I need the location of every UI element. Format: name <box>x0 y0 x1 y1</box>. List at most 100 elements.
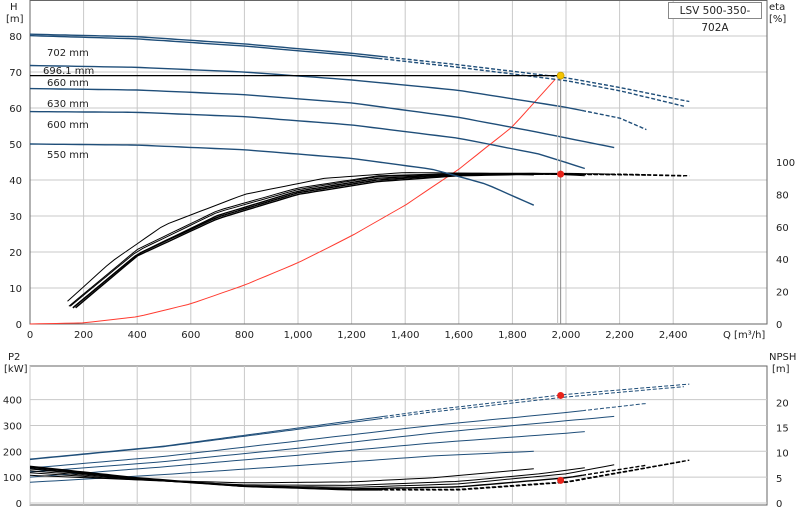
head-curve-0-dashed <box>383 56 690 103</box>
y-axis-label-power: P2 <box>8 352 20 363</box>
head-curve-6-solid <box>29 143 535 206</box>
diameter-label: 702 mm <box>47 48 89 59</box>
y-tick-label-power: 400 <box>3 396 22 407</box>
npsh-curve-2-dashed <box>582 464 647 476</box>
model-label: LSV 500-350-702A <box>668 2 762 34</box>
power-curve-2 <box>29 403 647 469</box>
power-curve-1 <box>29 386 684 461</box>
duty-point-head <box>556 71 565 80</box>
head-curve-1-dashed <box>378 57 685 107</box>
x-tick-label: 2,400 <box>659 330 688 341</box>
duty-point-efficiency <box>557 170 565 178</box>
head-curve-1-solid <box>29 34 379 60</box>
y-tick-label-power: 100 <box>3 473 22 484</box>
power-curve-1-dashed <box>378 386 684 420</box>
y-tick-label-eta: 80 <box>776 190 789 201</box>
duty-point-npsh <box>557 476 565 484</box>
y-tick-label-head: 80 <box>9 32 22 43</box>
power-curve-0 <box>29 383 690 460</box>
head-curve-4-solid <box>29 87 615 149</box>
bottom-grid <box>29 366 767 505</box>
y-tick-label-npsh: 5 <box>776 474 782 485</box>
x-tick-label: 2,000 <box>552 330 581 341</box>
y-tick-label-npsh: 20 <box>776 398 789 409</box>
y-tick-label-power: 300 <box>3 421 22 432</box>
diameter-label: 550 mm <box>47 150 89 161</box>
y-axis-label-npsh: NPSH <box>769 352 796 363</box>
npsh-curve-1-dashed <box>378 460 685 491</box>
y-tick-label-power: 200 <box>3 447 22 458</box>
y-tick-label-npsh: 0 <box>776 499 782 510</box>
npsh-curve-2 <box>29 464 647 490</box>
top-frame <box>29 0 768 325</box>
npsh-curve-5 <box>29 468 534 484</box>
diameter-label: 630 mm <box>47 99 89 110</box>
y-tick-label-eta: 20 <box>776 288 789 299</box>
y-tick-label-head: 10 <box>9 284 22 295</box>
system-curve <box>29 78 556 325</box>
y-axis-unit-head: [m] <box>6 14 24 25</box>
y-tick-label-power: 0 <box>16 499 22 510</box>
npsh-curve-5-solid <box>29 468 534 484</box>
y-axis-label-head: H <box>10 2 18 13</box>
head-curve-0-solid <box>29 33 384 58</box>
power-curve-2-solid <box>29 410 583 469</box>
efficiency-curve-3 <box>69 172 615 307</box>
x-tick-label: 2,200 <box>605 330 634 341</box>
power-curve-0-solid <box>29 415 384 460</box>
x-tick-label: 1,800 <box>498 330 527 341</box>
y-tick-label-head: 30 <box>9 212 22 223</box>
efficiency-curve-5-solid <box>67 172 534 302</box>
diameter-label: 660 mm <box>47 78 89 89</box>
efficiency-curve-0-solid <box>75 173 540 309</box>
y-tick-label-head: 50 <box>9 140 22 151</box>
x-tick-label: 1,600 <box>444 330 473 341</box>
head-curve-2 <box>29 64 647 131</box>
head-curve-1 <box>29 34 685 107</box>
y-tick-label-eta: 40 <box>776 255 789 266</box>
y-tick-label-head: 0 <box>16 320 22 331</box>
y-axis-unit-power: [kW] <box>4 364 28 375</box>
diameter-label: 696.1 mm <box>43 66 94 77</box>
y-tick-label-head: 40 <box>9 176 22 187</box>
npsh-curve-1-solid <box>29 466 379 491</box>
head-curve-2-dashed <box>581 109 647 131</box>
y-axis-unit-eta: [%] <box>769 14 786 25</box>
y-tick-label-npsh: 10 <box>776 449 789 460</box>
npsh-curve-3-solid <box>29 464 615 488</box>
efficiency-curve-3-solid <box>69 172 615 307</box>
top-grid <box>29 0 767 325</box>
x-axis-label: Q [m³/h] <box>723 330 765 341</box>
head-curve-5-solid <box>29 110 586 170</box>
power-curve-3-solid <box>29 415 615 473</box>
power-curve-3 <box>29 415 615 473</box>
x-tick-label: 800 <box>235 330 254 341</box>
npsh-curve-3 <box>29 464 615 488</box>
power-curve-0-dashed <box>383 383 690 417</box>
x-tick-label: 400 <box>128 330 147 341</box>
power-curve-2-dashed <box>582 403 647 412</box>
head-curve-2-solid <box>29 64 583 112</box>
efficiency-curve-5 <box>67 172 534 302</box>
power-curve-1-solid <box>29 418 379 461</box>
head-curve-5 <box>29 110 586 170</box>
power-curve-4-solid <box>29 431 585 478</box>
x-tick-label: 1,200 <box>337 330 366 341</box>
y-axis-label-eta: eta <box>769 2 785 13</box>
bottom-frame <box>29 365 768 506</box>
x-tick-label: 0 <box>27 330 33 341</box>
x-tick-label: 200 <box>74 330 93 341</box>
x-tick-label: 1,400 <box>391 330 420 341</box>
y-tick-label-npsh: 15 <box>776 424 789 435</box>
y-tick-label-eta: 100 <box>776 158 795 169</box>
x-tick-label: 1,000 <box>284 330 313 341</box>
y-tick-label-eta: 0 <box>776 320 782 331</box>
y-axis-unit-npsh: [m] <box>772 364 790 375</box>
power-curve-4 <box>29 431 585 478</box>
efficiency-curve-2-dashed <box>582 173 647 176</box>
y-tick-label-head: 70 <box>9 68 22 79</box>
x-tick-label: 600 <box>181 330 200 341</box>
y-tick-label-head: 20 <box>9 248 22 259</box>
